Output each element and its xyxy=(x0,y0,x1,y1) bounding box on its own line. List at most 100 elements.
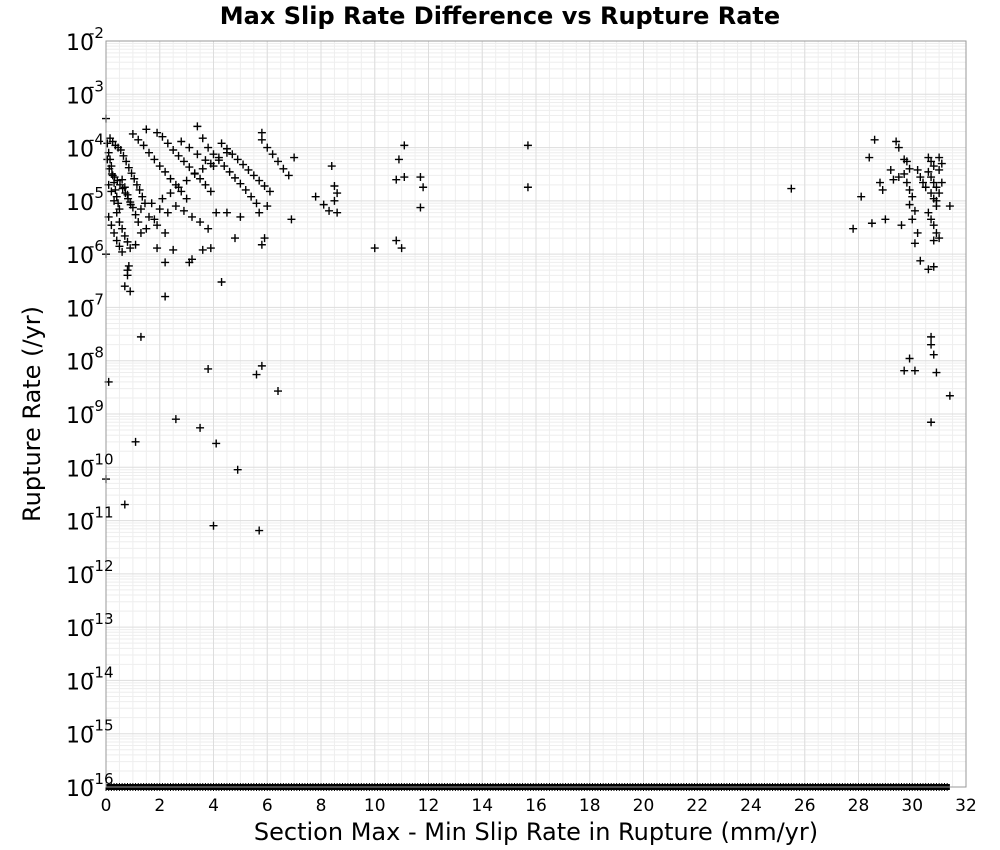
data-point xyxy=(913,228,922,237)
data-point xyxy=(392,175,401,184)
data-point xyxy=(201,180,210,189)
data-point xyxy=(929,178,938,187)
data-point xyxy=(255,176,264,185)
data-point xyxy=(116,146,125,155)
x-tick-label: 24 xyxy=(740,796,762,816)
data-point xyxy=(196,174,205,183)
y-tick-label: 10 xyxy=(66,404,94,429)
data-point xyxy=(112,208,121,217)
data-point xyxy=(107,187,116,196)
data-point xyxy=(198,164,207,173)
x-tick-label: 2 xyxy=(154,796,165,816)
data-point xyxy=(198,245,207,254)
data-point xyxy=(247,192,256,201)
data-point xyxy=(908,192,917,201)
data-point xyxy=(249,171,258,180)
data-point xyxy=(155,162,164,171)
data-point xyxy=(135,185,144,194)
data-point xyxy=(900,366,909,375)
data-point xyxy=(150,155,159,164)
y-tick-exponent: -8 xyxy=(89,344,104,362)
data-point xyxy=(867,219,876,228)
data-point xyxy=(279,164,288,173)
data-point xyxy=(188,212,196,221)
data-point xyxy=(236,179,245,188)
data-point xyxy=(123,237,132,246)
data-point xyxy=(927,215,936,224)
y-tick-label: 10 xyxy=(66,31,94,56)
data-point xyxy=(870,135,879,144)
data-point xyxy=(330,196,339,205)
data-point xyxy=(265,187,274,196)
data-point xyxy=(319,200,328,209)
data-point xyxy=(105,164,114,173)
data-point xyxy=(257,361,266,370)
data-point xyxy=(924,208,933,217)
data-point xyxy=(110,228,119,237)
x-tick-label: 30 xyxy=(901,796,923,816)
data-point xyxy=(935,189,944,198)
y-tick-exponent: -14 xyxy=(89,663,114,681)
data-point xyxy=(201,156,210,165)
data-point xyxy=(929,162,938,171)
data-point xyxy=(174,151,183,160)
data-point xyxy=(889,175,898,184)
data-point xyxy=(231,234,239,243)
data-point xyxy=(394,155,403,164)
data-point xyxy=(112,236,121,245)
data-point xyxy=(927,418,936,427)
data-point xyxy=(136,332,145,341)
data-point xyxy=(787,184,796,193)
data-point xyxy=(204,364,213,373)
data-point xyxy=(397,244,406,253)
data-point xyxy=(121,189,130,198)
data-point xyxy=(927,173,936,182)
y-tick-exponent: -2 xyxy=(89,24,104,42)
data-point xyxy=(937,178,946,187)
data-point xyxy=(935,153,944,162)
y-tick-label: 10 xyxy=(66,670,94,695)
data-point xyxy=(153,244,162,253)
x-tick-label: 32 xyxy=(955,796,977,816)
data-point xyxy=(905,200,914,209)
data-point xyxy=(268,150,277,159)
data-point xyxy=(182,194,191,203)
data-point xyxy=(260,182,269,191)
y-tick-label: 10 xyxy=(66,138,94,163)
data-point xyxy=(252,199,261,208)
data-point xyxy=(136,205,145,214)
data-point xyxy=(881,215,890,224)
data-point xyxy=(927,340,936,349)
data-point xyxy=(927,189,936,198)
data-point xyxy=(206,244,215,253)
data-point xyxy=(220,162,229,171)
data-point xyxy=(937,159,946,168)
y-tick-label: 10 xyxy=(66,457,94,482)
y-tick-exponent: -10 xyxy=(89,450,114,468)
data-point xyxy=(169,245,178,254)
data-point xyxy=(370,244,379,253)
data-point xyxy=(416,203,425,212)
y-tick-exponent: -11 xyxy=(89,504,114,522)
data-point xyxy=(252,370,261,379)
data-point xyxy=(392,236,401,245)
y-tick-label: 10 xyxy=(66,191,94,216)
data-point xyxy=(177,187,186,196)
chart-title: Max Slip Rate Difference vs Rupture Rate xyxy=(219,2,781,30)
x-tick-label: 10 xyxy=(364,796,386,816)
x-tick-label: 22 xyxy=(686,796,708,816)
data-point xyxy=(228,150,237,159)
x-tick-label: 8 xyxy=(316,796,327,816)
data-point xyxy=(161,228,170,237)
data-point xyxy=(241,185,250,194)
data-point xyxy=(935,234,944,243)
y-tick-exponent: -3 xyxy=(89,77,104,95)
data-point xyxy=(916,256,925,265)
x-axis-label: Section Max - Min Slip Rate in Rupture (… xyxy=(253,818,819,846)
data-point xyxy=(209,521,218,530)
data-point xyxy=(905,185,914,194)
data-point xyxy=(114,199,123,208)
data-point xyxy=(330,182,339,191)
data-point xyxy=(134,218,143,227)
